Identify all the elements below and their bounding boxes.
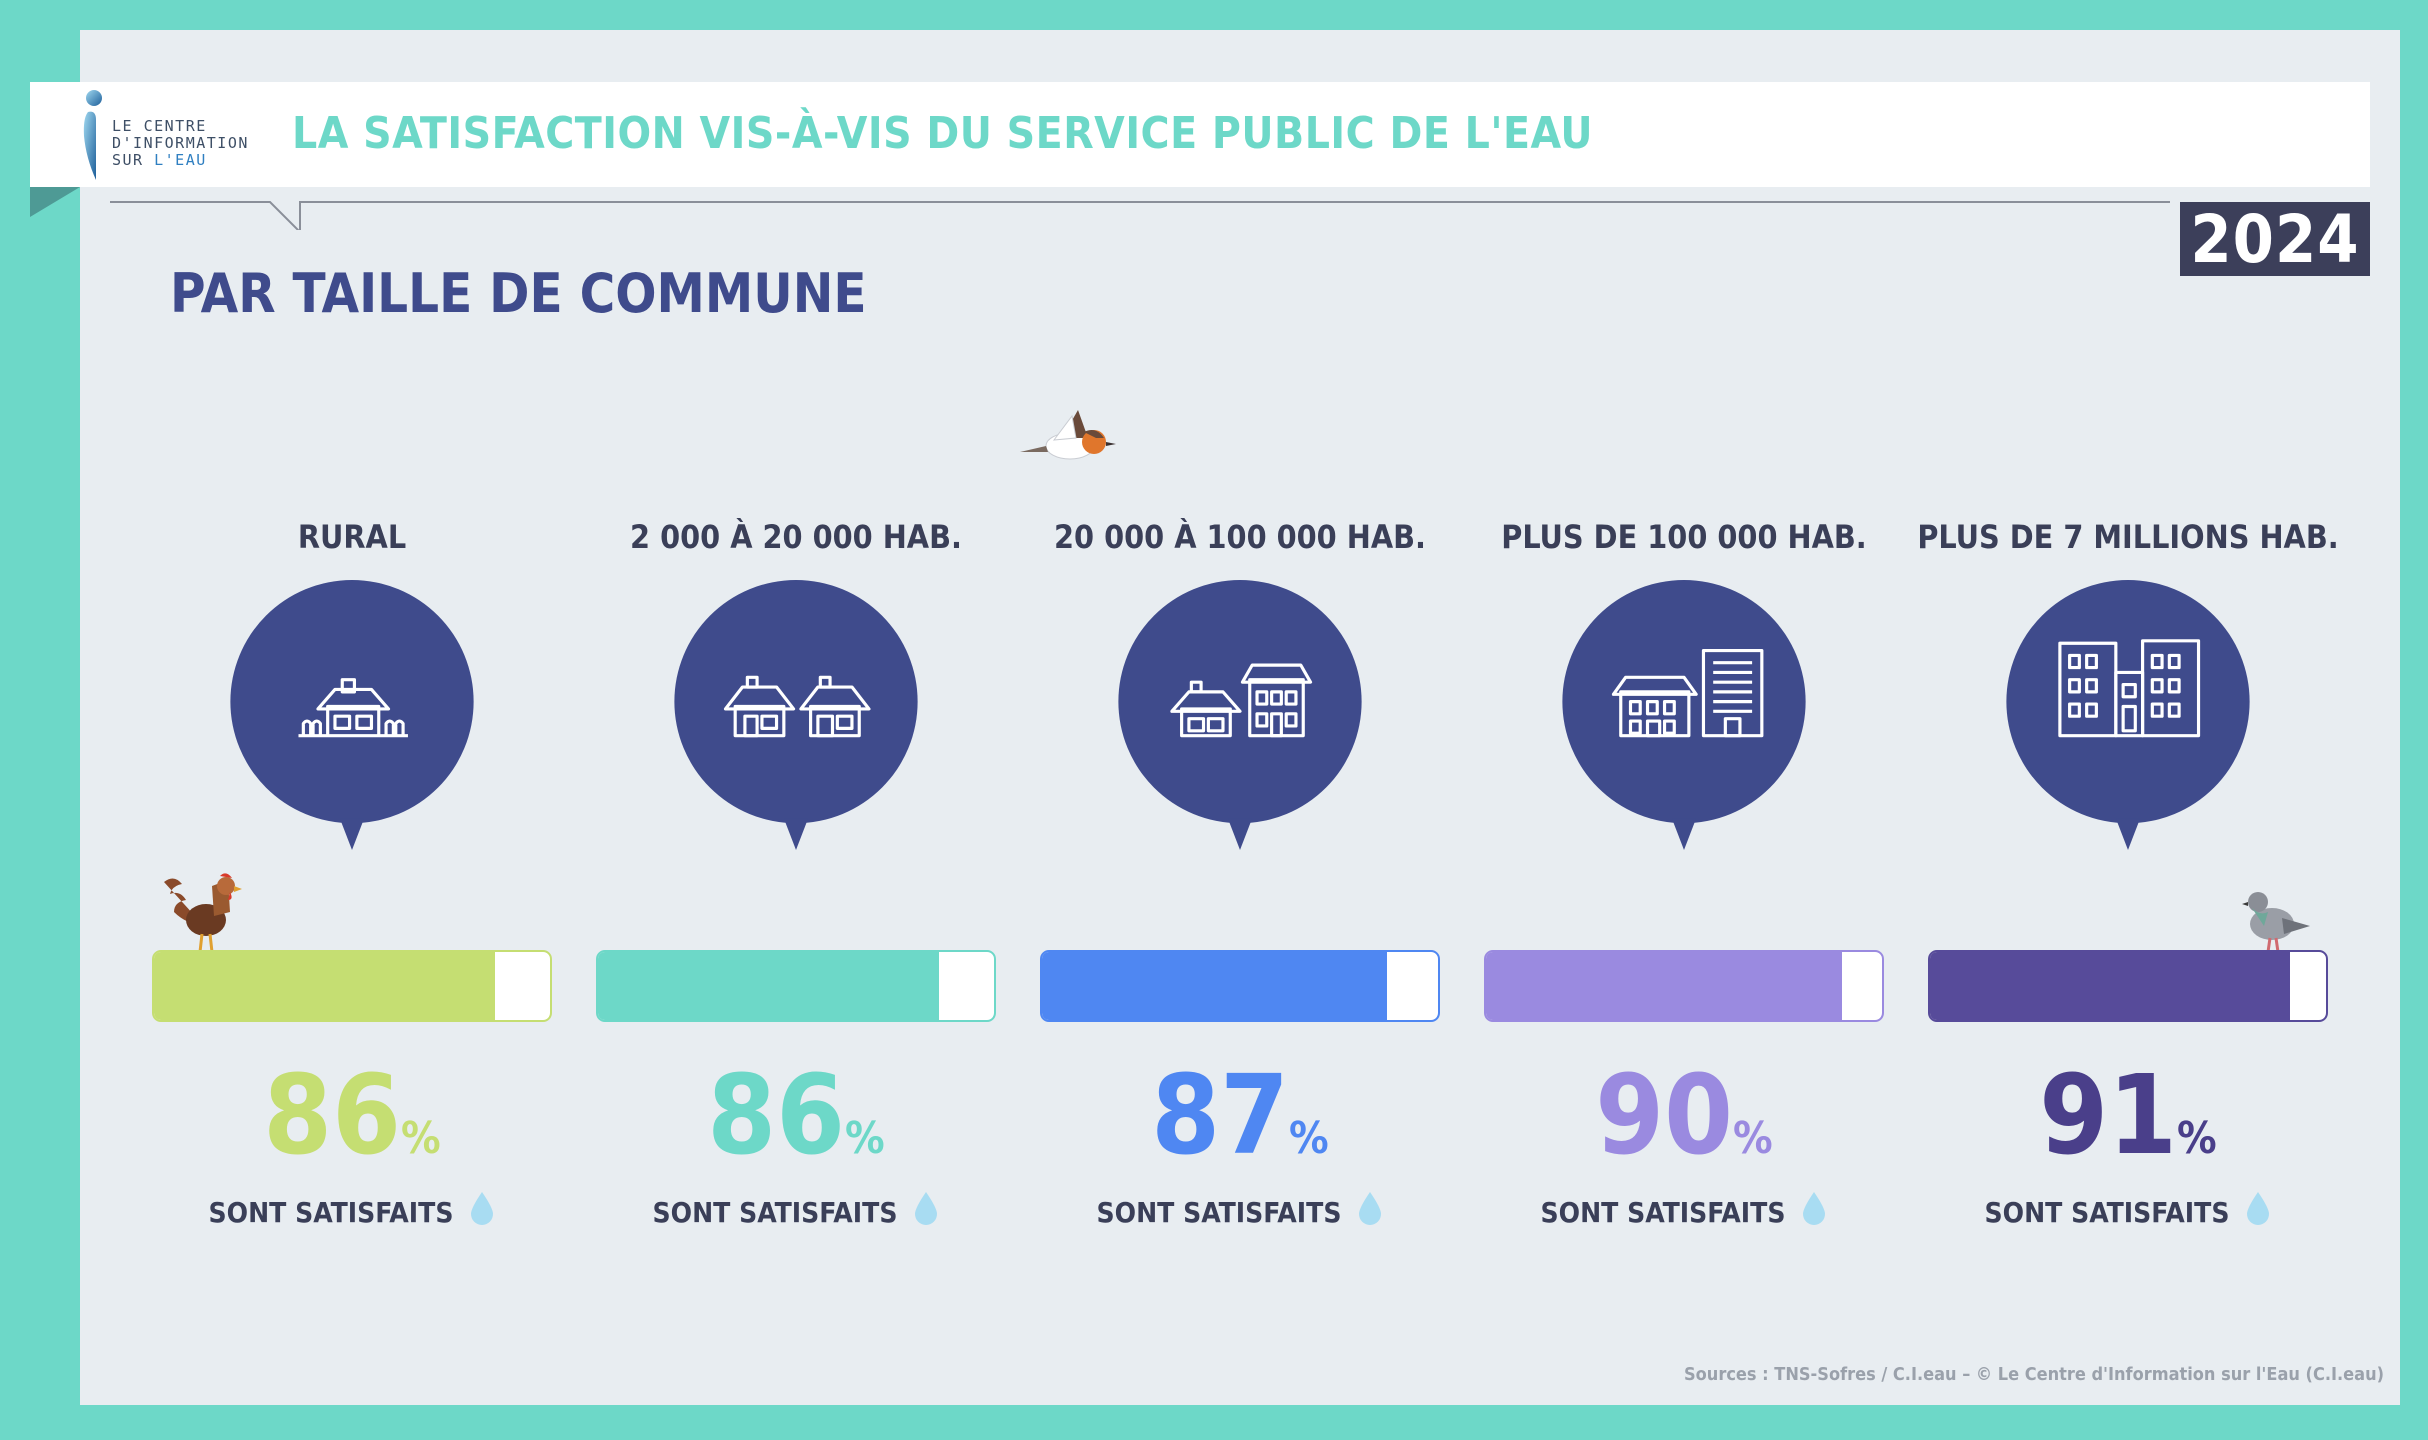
satisfied-caption-text: SONT SATISFAITS <box>1540 1196 1786 1229</box>
satisfaction-bar <box>1928 950 2328 1022</box>
percentage-number: 91 <box>2039 1051 2178 1179</box>
header-bar <box>30 82 2370 187</box>
percentage-value: 87% <box>1040 1060 1440 1194</box>
chart-column-2: 2 000 À 20 000 HAB. 86% SONT SATISFAITS <box>596 500 996 1260</box>
percent-sign: % <box>1289 1113 1329 1164</box>
satisfied-caption: SONT SATISFAITS <box>1928 1190 2328 1229</box>
header-divider <box>110 201 2170 230</box>
logo-sur: SUR <box>112 151 144 169</box>
satisfied-caption-text: SONT SATISFAITS <box>652 1196 898 1229</box>
chart-column-5: PLUS DE 7 MILLIONS HAB. 91% SONT SATISFAIT… <box>1917 500 2338 1260</box>
category-label: PLUS DE 100 000 HAB. <box>1501 518 1867 556</box>
cieau-logo-icon <box>83 90 102 180</box>
pigeon-icon <box>2242 892 2310 952</box>
percent-sign: % <box>845 1113 885 1164</box>
satisfaction-bar-fill <box>598 952 939 1020</box>
water-drop-icon <box>1359 1192 1382 1225</box>
category-label: 2 000 À 20 000 HAB. <box>630 518 962 556</box>
percentage-number: 87 <box>1151 1051 1290 1179</box>
satisfied-caption-text: SONT SATISFAITS <box>1096 1196 1342 1229</box>
satisfaction-bar <box>152 950 552 1022</box>
logo-line-2: D'INFORMATION <box>112 134 249 152</box>
header-fold <box>30 187 80 217</box>
satisfaction-bar-fill <box>154 952 495 1020</box>
water-drop-icon <box>2247 1192 2270 1225</box>
satisfaction-bar <box>1484 950 1884 1022</box>
water-drop-icon <box>915 1192 938 1225</box>
chart-subtitle: PAR TAILLE DE COMMUNE <box>170 262 867 325</box>
satisfied-caption: SONT SATISFAITS <box>152 1190 552 1229</box>
percent-sign: % <box>1733 1113 1773 1164</box>
satisfied-caption-text: SONT SATISFAITS <box>208 1196 454 1229</box>
logo-leau: L'EAU <box>154 151 207 169</box>
rural-house-icon <box>230 580 474 850</box>
source-note: Sources : TNS-Sofres / C.I.eau – © Le Ce… <box>1684 1364 2384 1385</box>
city-towers-icon <box>2006 580 2250 850</box>
satisfaction-bar <box>1040 950 1440 1022</box>
satisfied-caption: SONT SATISFAITS <box>1040 1190 1440 1229</box>
apartment-buildings-icon <box>1562 580 1806 850</box>
percentage-value: 86% <box>596 1060 996 1194</box>
house-and-building-icon <box>1118 580 1362 850</box>
logo-line-1: LE CENTRE <box>112 117 207 135</box>
water-drop-icon <box>471 1192 494 1225</box>
percentage-number: 86 <box>263 1051 402 1179</box>
chart-column-1: RURAL 86% SONT SATISFAITS <box>152 500 552 1260</box>
percentage-number: 86 <box>707 1051 846 1179</box>
percentage-number: 90 <box>1595 1051 1734 1179</box>
satisfied-caption: SONT SATISFAITS <box>1484 1190 1884 1229</box>
rooster-icon <box>164 873 242 952</box>
percentage-value: 91% <box>1928 1060 2328 1194</box>
two-houses-icon <box>674 580 918 850</box>
page-title: LA SATISFACTION VIS-À-VIS DU SERVICE PUB… <box>292 108 1593 159</box>
chart-column-4: PLUS DE 100 000 HAB. 90% SONT SATISFAITS <box>1484 500 1884 1260</box>
satisfaction-bar <box>596 950 996 1022</box>
logo-text: LE CENTRE D'INFORMATION SUR L'EAU <box>112 118 249 169</box>
percentage-value: 86% <box>152 1060 552 1194</box>
percent-sign: % <box>2177 1113 2217 1164</box>
category-label: PLUS DE 7 MILLIONS HAB. <box>1917 518 2339 556</box>
satisfaction-bar-fill <box>1042 952 1387 1020</box>
water-drop-icon <box>1803 1192 1826 1225</box>
satisfaction-bar-fill <box>1930 952 2291 1020</box>
logo-line-3: SUR L'EAU <box>112 152 249 169</box>
category-label: RURAL <box>297 518 407 556</box>
satisfaction-bar-fill <box>1486 952 1843 1020</box>
category-label: 20 000 À 100 000 HAB. <box>1054 518 1426 556</box>
satisfied-caption: SONT SATISFAITS <box>596 1190 996 1229</box>
satisfied-caption-text: SONT SATISFAITS <box>1984 1196 2230 1229</box>
chart-column-3: 20 000 À 100 000 HAB. 87% SONT SATISFAITS <box>1040 500 1440 1260</box>
robin-bird-icon <box>1020 410 1116 460</box>
year-badge: 2024 <box>2180 201 2370 278</box>
percentage-value: 90% <box>1484 1060 1884 1194</box>
percent-sign: % <box>401 1113 441 1164</box>
